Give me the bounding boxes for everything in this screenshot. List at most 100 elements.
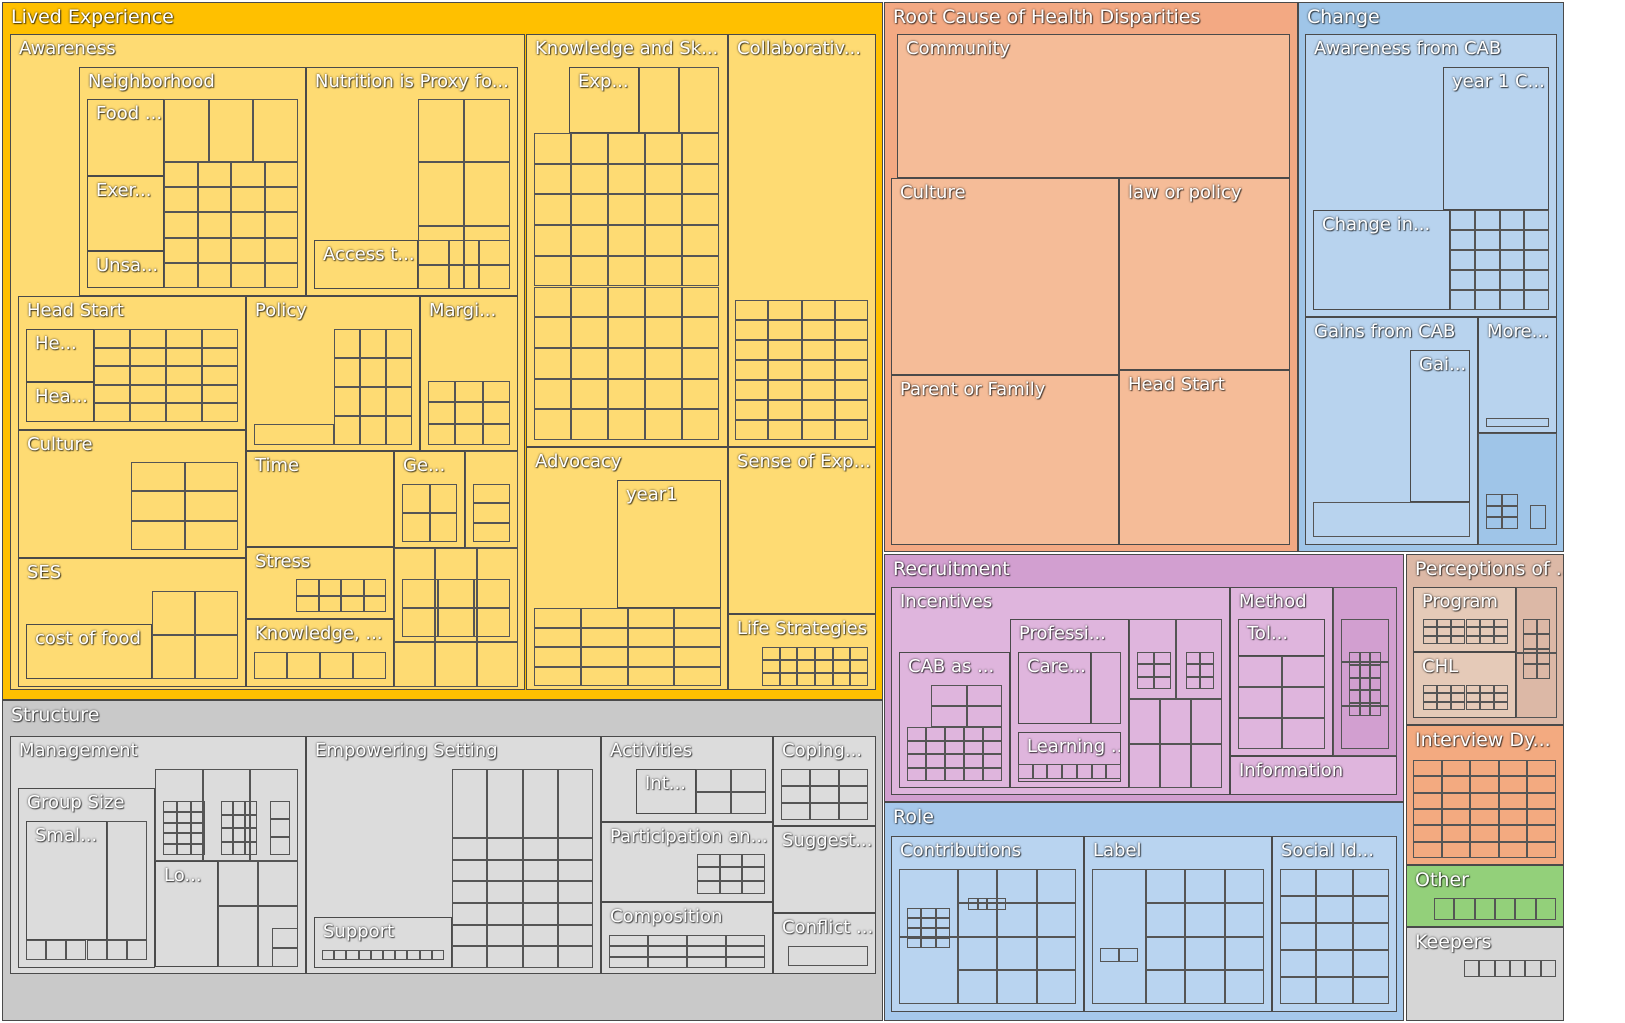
treemap-subcell-62[interactable] [360, 387, 386, 416]
treemap-subcell-69[interactable] [455, 381, 483, 403]
treemap-subcell-285[interactable] [163, 844, 177, 855]
treemap-subcell-389[interactable] [964, 727, 983, 741]
treemap-subcell-249[interactable] [1450, 290, 1475, 310]
treemap-subcell-414[interactable] [1129, 619, 1176, 699]
treemap-subcell-213[interactable] [627, 666, 675, 686]
treemap-subcell-323[interactable] [522, 881, 558, 903]
more-cell[interactable]: More... [1478, 317, 1557, 433]
treemap-subcell-289[interactable] [233, 801, 245, 815]
treemap-subcell-264[interactable] [26, 940, 47, 960]
treemap-subcell-581[interactable] [1441, 809, 1471, 826]
treemap-subcell-212[interactable] [580, 666, 628, 686]
treemap-subcell-106[interactable] [438, 608, 474, 637]
treemap-subcell-565[interactable] [1413, 760, 1442, 777]
treemap-subcell-166[interactable] [534, 409, 571, 440]
treemap-subcell-127[interactable] [571, 163, 608, 195]
treemap-subcell-585[interactable] [1413, 825, 1442, 842]
treemap-subcell-232[interactable] [850, 673, 868, 686]
treemap-subcell-314[interactable] [487, 838, 523, 860]
treemap-subcell-250[interactable] [1474, 290, 1500, 310]
treemap-subcell-588[interactable] [1498, 825, 1528, 842]
treemap-subcell-292[interactable] [233, 814, 245, 828]
treemap-subcell-343[interactable] [395, 950, 408, 960]
community-cell[interactable]: Community [897, 34, 1290, 178]
treemap-subcell-457[interactable] [1359, 703, 1371, 716]
treemap-subcell-207[interactable] [534, 647, 581, 667]
treemap-subcell-554[interactable] [1493, 701, 1508, 710]
treemap-subcell-138[interactable] [608, 225, 645, 256]
treemap-subcell-424[interactable] [1186, 664, 1200, 677]
treemap-subcell-15[interactable] [164, 237, 198, 263]
treemap-subcell-341[interactable] [370, 950, 383, 960]
treemap-subcell-600[interactable] [1535, 898, 1556, 920]
treemap-subcell-309[interactable] [452, 769, 488, 838]
treemap-subcell-428[interactable] [1129, 699, 1160, 744]
treemap-subcell-49[interactable] [166, 384, 202, 404]
treemap-subcell-352[interactable] [719, 854, 743, 868]
treemap-subcell-223[interactable] [797, 660, 815, 673]
treemap-subcell-509[interactable] [1352, 896, 1389, 923]
treemap-subcell-570[interactable] [1413, 776, 1442, 793]
treemap-subcell-334[interactable] [487, 946, 523, 968]
treemap-subcell-104[interactable] [474, 579, 510, 608]
treemap-subcell-186[interactable] [834, 360, 868, 380]
treemap-subcell-114[interactable] [195, 635, 238, 679]
treemap-subcell-599[interactable] [1515, 898, 1536, 920]
treemap-subcell-149[interactable] [645, 286, 682, 318]
treemap-subcell-189[interactable] [801, 380, 835, 400]
treemap-subcell-188[interactable] [768, 380, 802, 400]
treemap-subcell-569[interactable] [1527, 760, 1556, 777]
treemap-subcell-31[interactable] [479, 240, 510, 265]
treemap-subcell-474[interactable] [997, 869, 1037, 903]
treemap-subcell-386[interactable] [907, 727, 926, 741]
unsa-cell[interactable]: Unsa... [87, 251, 164, 288]
treemap-subcell-295[interactable] [233, 828, 245, 842]
treemap-subcell-479[interactable] [958, 936, 998, 971]
treemap-subcell-466[interactable] [935, 918, 950, 928]
treemap-subcell-25[interactable] [418, 162, 464, 226]
treemap-subcell-155[interactable] [682, 317, 719, 348]
treemap-subcell-102[interactable] [402, 579, 438, 608]
treemap-subcell-176[interactable] [768, 320, 802, 340]
treemap-subcell-366[interactable] [687, 946, 726, 957]
contributions-cell[interactable]: Contributions [891, 836, 1084, 1012]
treemap-subcell-321[interactable] [452, 881, 488, 903]
treemap-subcell-372[interactable] [781, 769, 810, 786]
treemap-subcell-144[interactable] [645, 255, 682, 287]
treemap-subcell-444[interactable] [1349, 652, 1360, 665]
treemap-subcell-482[interactable] [958, 970, 998, 1004]
treemap-subcell-202[interactable] [674, 608, 721, 628]
treemap-subcell-378[interactable] [781, 803, 810, 820]
treemap-subcell-159[interactable] [645, 347, 682, 379]
sense-of-exp-cell[interactable]: Sense of Exp... [728, 447, 876, 614]
treemap-subcell-582[interactable] [1470, 809, 1499, 826]
treemap-subcell-347[interactable] [696, 769, 731, 792]
treemap-subcell-187[interactable] [735, 380, 769, 400]
treemap-subcell-209[interactable] [627, 647, 675, 667]
treemap-subcell-485[interactable] [968, 898, 978, 910]
treemap-subcell-331[interactable] [522, 924, 558, 947]
treemap-subcell-21[interactable] [231, 262, 265, 288]
treemap-subcell-161[interactable] [534, 378, 571, 410]
treemap-subcell-342[interactable] [383, 950, 396, 960]
treemap-subcell-448[interactable] [1359, 664, 1371, 678]
treemap-subcell-568[interactable] [1498, 760, 1528, 777]
treemap-subcell-117[interactable] [320, 652, 353, 679]
treemap-subcell-339[interactable] [346, 950, 359, 960]
treemap-subcell-34[interactable] [479, 264, 510, 289]
treemap-subcell-467[interactable] [907, 928, 922, 938]
treemap-subcell-133[interactable] [608, 194, 645, 226]
treemap-subcell-503[interactable] [1224, 970, 1264, 1004]
treemap-subcell-529[interactable] [1479, 627, 1494, 636]
treemap-subcell-240[interactable] [1524, 230, 1549, 250]
treemap-subcell-520[interactable] [1437, 619, 1452, 628]
treemap-subcell-53[interactable] [166, 403, 202, 422]
treemap-subcell-480[interactable] [997, 936, 1037, 971]
treemap-subcell-542[interactable] [1493, 685, 1508, 694]
treemap-subcell-483[interactable] [997, 970, 1037, 1004]
treemap-subcell-528[interactable] [1465, 627, 1480, 636]
treemap-subcell-451[interactable] [1359, 677, 1371, 691]
treemap-subcell-432[interactable] [1160, 743, 1191, 788]
treemap-subcell-422[interactable] [1186, 652, 1200, 665]
treemap-subcell-471[interactable] [921, 938, 936, 948]
